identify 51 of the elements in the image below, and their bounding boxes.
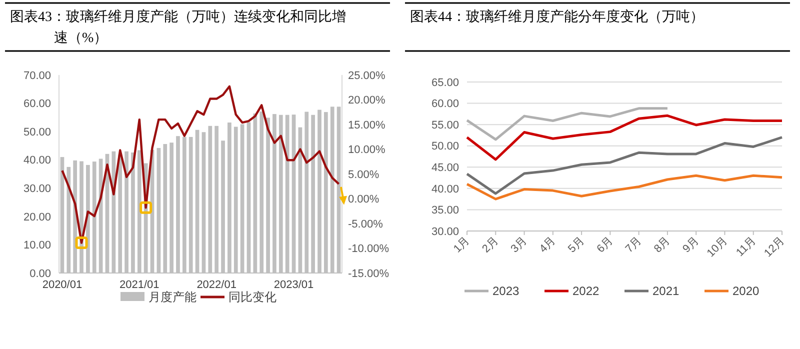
y-tick-label: 50.00 xyxy=(23,126,51,138)
line-series xyxy=(466,174,784,200)
y-tick-label: 40.00 xyxy=(431,183,459,196)
chart-title: 图表44：玻璃纤维月度产能分年度变化（万吨） xyxy=(410,9,704,25)
y-tick-label: 60.00 xyxy=(23,98,51,110)
y2-tick-label: -5.00% xyxy=(348,218,384,230)
line-series xyxy=(466,136,784,195)
y-tick-label: 50.00 xyxy=(431,140,459,153)
y-tick-label: 45.00 xyxy=(431,162,459,174)
x-tick-label: 2021/01 xyxy=(120,279,160,291)
legend-label: 月度产能 xyxy=(148,290,196,304)
legend-label: 2020 xyxy=(732,284,760,298)
x-tick-label: 4月 xyxy=(537,234,558,256)
x-tick-label: 2023/01 xyxy=(274,279,314,291)
x-tick-label: 7月 xyxy=(623,234,644,256)
y2-tick-label: 0.00% xyxy=(348,194,380,206)
chart-title: 图表43：玻璃纤维月度产能（万吨）连续变化和同比增速（%） xyxy=(10,9,346,46)
legend-label: 2023 xyxy=(492,284,520,298)
y-tick-label: 65.00 xyxy=(431,76,459,89)
x-tick-label: 12月 xyxy=(762,234,788,260)
line-series xyxy=(466,114,784,161)
y2-tick-label: -10.00% xyxy=(348,243,390,256)
y2-tick-label: 25.00% xyxy=(348,70,386,82)
x-tick-label: 3月 xyxy=(508,234,530,256)
x-tick-label: 2020/01 xyxy=(42,279,82,291)
y2-tick-label: 5.00% xyxy=(348,168,380,181)
x-tick-label: 6月 xyxy=(594,234,616,256)
y-tick-label: 40.00 xyxy=(23,154,51,167)
x-tick-label: 11月 xyxy=(734,234,758,259)
legend-label: 2021 xyxy=(652,284,680,298)
y2-tick-label: -15.00% xyxy=(348,268,390,280)
y-tick-label: 20.00 xyxy=(23,211,51,224)
x-tick-label: 2022/01 xyxy=(196,279,236,291)
x-tick-label: 10月 xyxy=(704,234,730,260)
x-tick-label: 5月 xyxy=(566,234,587,256)
x-tick-label: 9月 xyxy=(680,234,702,256)
y2-tick-label: 10.00% xyxy=(348,144,386,156)
x-tick-label: 2月 xyxy=(480,234,501,256)
y-tick-label: 0.00 xyxy=(30,268,51,280)
line-series xyxy=(466,107,669,141)
y-tick-label: 70.00 xyxy=(23,70,51,82)
y2-tick-label: 20.00% xyxy=(348,94,386,107)
y-tick-label: 30.00 xyxy=(23,182,51,195)
legend-label: 同比变化 xyxy=(228,290,276,304)
y2-tick-label: 15.00% xyxy=(348,119,386,132)
y-tick-label: 55.00 xyxy=(431,119,459,132)
x-tick-label: 8月 xyxy=(652,234,673,256)
y-tick-label: 60.00 xyxy=(431,98,459,110)
y-tick-label: 35.00 xyxy=(431,204,459,217)
y-tick-label: 10.00 xyxy=(23,240,51,252)
legend-label: 2022 xyxy=(572,284,600,298)
